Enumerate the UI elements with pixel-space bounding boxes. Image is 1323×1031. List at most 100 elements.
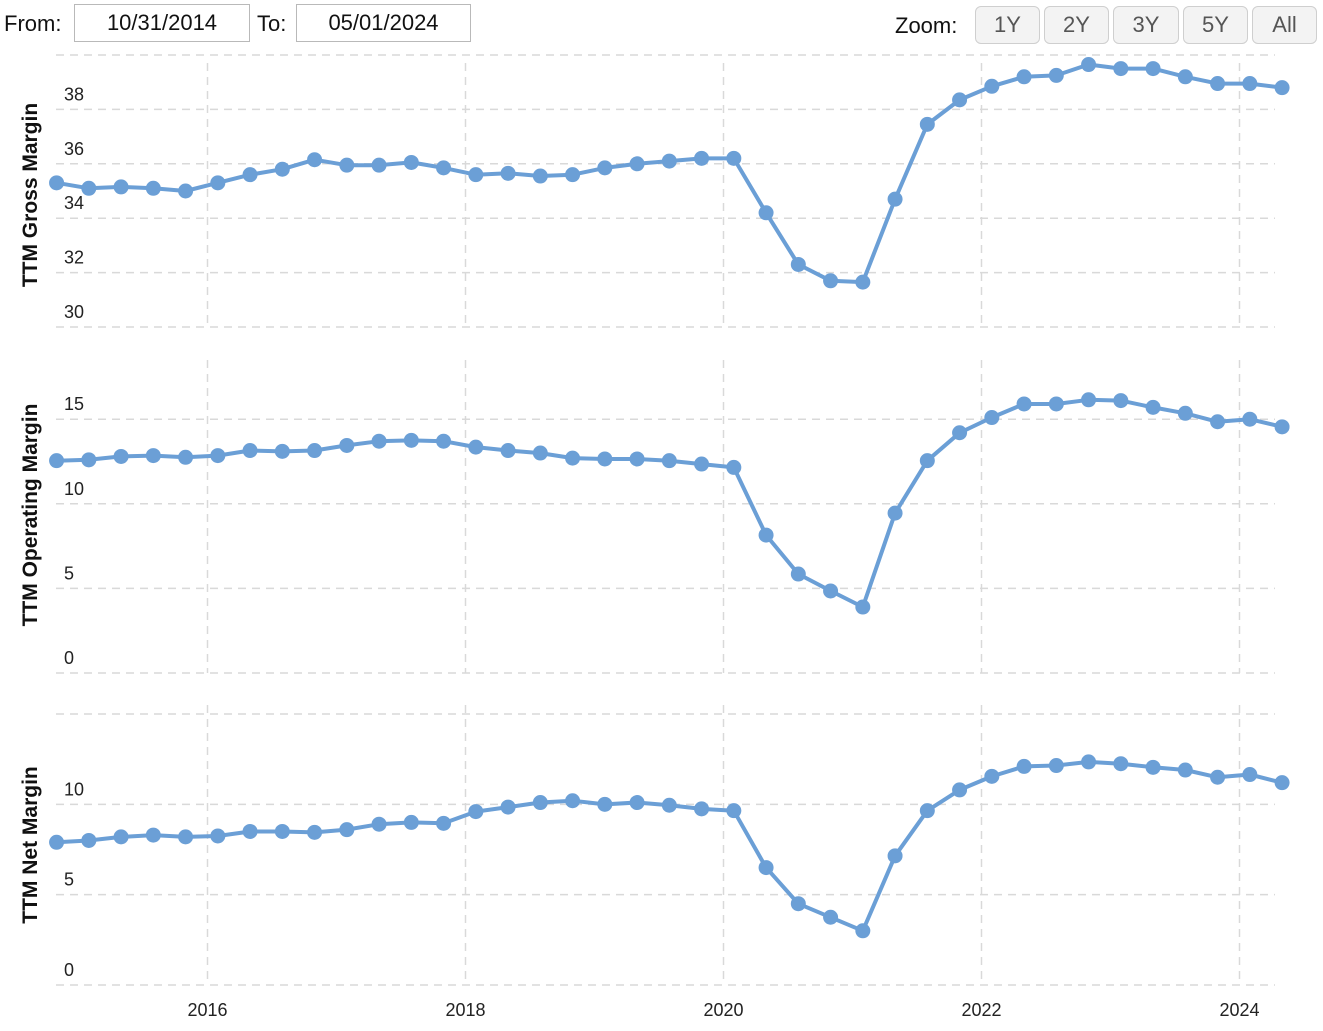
zoom-label: Zoom: (895, 13, 958, 38)
data-point (178, 449, 194, 465)
data-point (468, 439, 484, 455)
data-point (952, 92, 968, 108)
y-axis-title: TTM Operating Margin (19, 404, 42, 627)
data-point (726, 459, 742, 475)
data-point (49, 834, 65, 850)
data-point (629, 156, 645, 172)
data-point (1048, 758, 1064, 774)
data-point (178, 829, 194, 845)
data-point (1210, 414, 1226, 430)
data-point (307, 152, 323, 168)
data-point (81, 180, 97, 196)
data-point (758, 860, 774, 876)
data-point (307, 443, 323, 459)
x-tick-label: 2024 (1219, 1000, 1259, 1020)
data-point (500, 165, 516, 181)
data-point (887, 848, 903, 864)
data-point (1113, 756, 1129, 772)
data-point (952, 425, 968, 441)
data-point (952, 782, 968, 798)
y-tick-label: 5 (64, 563, 74, 583)
from-date-input[interactable]: 10/31/2014 (74, 4, 250, 42)
data-point (339, 437, 355, 453)
data-point (274, 823, 290, 839)
y-tick-label: 10 (64, 479, 84, 499)
from-label: From: (4, 11, 62, 36)
data-point (1242, 76, 1258, 92)
data-point (49, 175, 65, 191)
data-point (113, 829, 129, 845)
y-tick-label: 5 (64, 870, 74, 890)
data-point (339, 822, 355, 838)
zoom-3y-button[interactable]: 3Y (1113, 6, 1179, 44)
y-tick-label: 15 (64, 394, 84, 414)
data-point (1242, 767, 1258, 783)
data-point (1048, 396, 1064, 412)
data-point (1210, 76, 1226, 92)
data-point (145, 180, 161, 196)
y-tick-label: 0 (64, 648, 74, 668)
data-point (1242, 411, 1258, 427)
data-point (274, 161, 290, 177)
data-point (887, 505, 903, 521)
data-point (436, 815, 452, 831)
data-point (371, 816, 387, 832)
data-point (1016, 758, 1032, 774)
data-point (984, 410, 1000, 426)
data-point (145, 448, 161, 464)
data-point (661, 453, 677, 469)
data-point (403, 814, 419, 830)
data-point (242, 167, 258, 183)
y-tick-label: 32 (64, 248, 84, 268)
data-point (855, 923, 871, 939)
data-point (1081, 754, 1097, 770)
data-point (1113, 393, 1129, 409)
data-point (919, 453, 935, 469)
to-date-input[interactable]: 05/01/2024 (296, 4, 471, 42)
data-point (565, 793, 581, 809)
data-point (113, 179, 129, 195)
data-point (919, 803, 935, 819)
data-point (565, 450, 581, 466)
zoom-1y-button[interactable]: 1Y (975, 6, 1040, 44)
x-tick-label: 2020 (703, 1000, 743, 1020)
data-point (629, 451, 645, 467)
data-point (661, 153, 677, 169)
y-tick-label: 36 (64, 139, 84, 159)
data-point (758, 527, 774, 543)
data-point (1145, 399, 1161, 415)
data-point (500, 443, 516, 459)
data-point (629, 795, 645, 811)
data-point (145, 827, 161, 843)
data-point (1145, 61, 1161, 77)
data-point (823, 273, 839, 289)
data-point (790, 566, 806, 582)
data-point (597, 451, 613, 467)
y-tick-label: 34 (64, 193, 84, 213)
data-point (855, 599, 871, 615)
data-point (274, 443, 290, 459)
data-point (242, 823, 258, 839)
data-point (81, 832, 97, 848)
data-point (661, 797, 677, 813)
data-point (500, 799, 516, 815)
data-point (532, 445, 548, 461)
zoom-5y-button[interactable]: 5Y (1183, 6, 1248, 44)
data-point (1177, 405, 1193, 421)
data-point (403, 154, 419, 170)
data-point (790, 256, 806, 272)
data-point (210, 448, 226, 464)
data-point (1016, 69, 1032, 85)
x-tick-label: 2018 (445, 1000, 485, 1020)
data-point (694, 456, 710, 472)
zoom-all-button[interactable]: All (1252, 6, 1317, 44)
data-point (565, 167, 581, 183)
y-tick-label: 38 (64, 84, 84, 104)
data-point (436, 433, 452, 449)
data-point (178, 183, 194, 199)
data-point (210, 175, 226, 191)
data-point (790, 896, 806, 912)
data-point (984, 768, 1000, 784)
zoom-2y-button[interactable]: 2Y (1044, 6, 1109, 44)
